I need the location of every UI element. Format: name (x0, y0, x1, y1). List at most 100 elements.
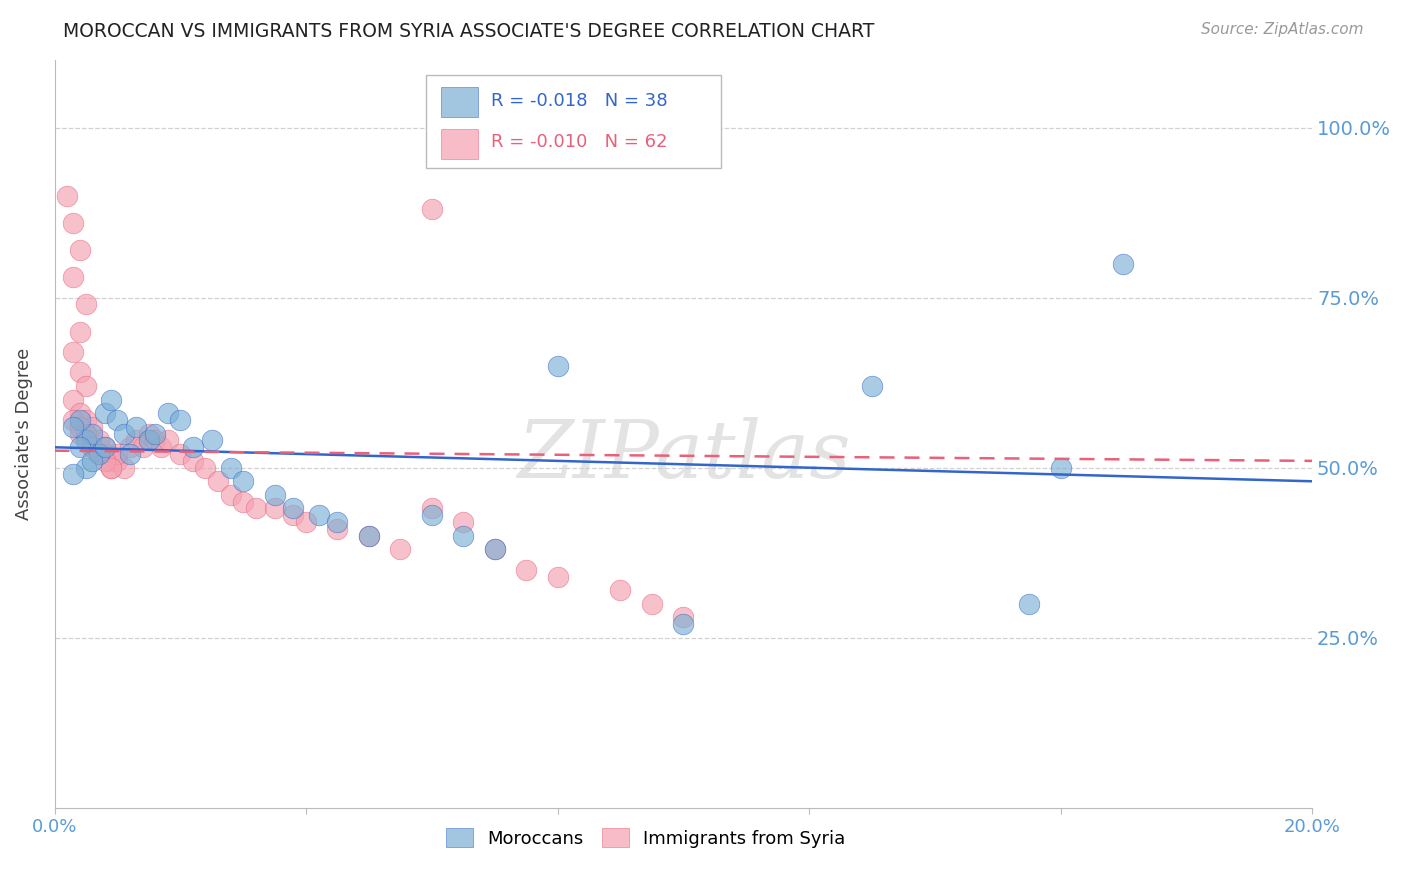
Point (150, 440, 173, 454)
Point (1018, 597, 1040, 611)
Point (156, 434, 179, 448)
Point (69, 406, 91, 420)
Point (62, 345, 84, 359)
Point (283, 501, 305, 516)
Point (100, 392, 122, 407)
Point (82, 420, 104, 434)
Point (1112, 257, 1135, 271)
Point (100, 454, 122, 468)
Point (75, 413, 97, 427)
Point (860, 379, 883, 393)
Point (69, 243, 91, 257)
Point (609, 583, 631, 598)
Point (82, 454, 104, 468)
Point (143, 426, 166, 441)
Point (515, 563, 537, 577)
Point (87, 434, 110, 448)
Point (107, 447, 129, 461)
Legend: Moroccans, Immigrants from Syria: Moroccans, Immigrants from Syria (439, 821, 852, 855)
Point (107, 413, 129, 427)
Point (263, 501, 285, 516)
Point (295, 515, 318, 529)
Point (420, 501, 443, 516)
Point (547, 359, 569, 373)
Point (125, 420, 148, 434)
Point (181, 454, 204, 468)
Point (100, 460, 122, 475)
Point (69, 366, 91, 380)
Point (118, 447, 141, 461)
Point (138, 434, 160, 448)
Text: R = -0.018   N = 38: R = -0.018 N = 38 (491, 92, 668, 110)
Point (131, 440, 153, 454)
Point (232, 494, 254, 508)
Point (118, 440, 141, 454)
Point (87, 447, 110, 461)
Point (308, 508, 330, 523)
Point (112, 426, 135, 441)
Point (82, 434, 104, 448)
Point (283, 508, 305, 523)
Text: ZIPatlas: ZIPatlas (516, 417, 851, 495)
Point (75, 460, 97, 475)
Point (107, 454, 129, 468)
Point (143, 434, 166, 448)
Point (357, 529, 380, 543)
Point (484, 542, 506, 557)
Point (62, 413, 84, 427)
Point (181, 440, 204, 454)
Point (194, 460, 217, 475)
Bar (440, 87, 478, 117)
Point (69, 325, 91, 339)
Point (1049, 460, 1071, 475)
Point (94, 406, 117, 420)
Point (75, 434, 97, 448)
Text: R = -0.010   N = 62: R = -0.010 N = 62 (491, 133, 668, 151)
Point (207, 475, 229, 489)
Point (75, 379, 97, 393)
Point (62, 420, 84, 434)
Point (263, 488, 285, 502)
Point (389, 542, 412, 557)
Point (547, 569, 569, 583)
Point (156, 406, 179, 420)
Point (672, 617, 695, 632)
Point (82, 440, 104, 454)
Point (420, 202, 443, 217)
Point (357, 529, 380, 543)
Point (451, 515, 474, 529)
Point (62, 216, 84, 230)
Point (169, 413, 191, 427)
Point (420, 508, 443, 523)
Point (94, 447, 117, 461)
Point (75, 297, 97, 311)
Point (125, 434, 148, 448)
Bar (440, 128, 478, 159)
Point (219, 460, 242, 475)
Point (641, 597, 664, 611)
Point (451, 529, 474, 543)
Point (94, 440, 117, 454)
Point (69, 413, 91, 427)
FancyBboxPatch shape (426, 75, 721, 168)
Point (75, 426, 97, 441)
Point (69, 420, 91, 434)
Point (484, 542, 506, 557)
Point (82, 440, 104, 454)
Point (672, 610, 695, 624)
Point (326, 515, 349, 529)
Point (94, 440, 117, 454)
Point (62, 467, 84, 482)
Point (75, 426, 97, 441)
Text: MOROCCAN VS IMMIGRANTS FROM SYRIA ASSOCIATE'S DEGREE CORRELATION CHART: MOROCCAN VS IMMIGRANTS FROM SYRIA ASSOCI… (63, 22, 875, 41)
Point (82, 426, 104, 441)
Point (326, 522, 349, 536)
Point (232, 475, 254, 489)
Point (100, 460, 122, 475)
Point (138, 426, 160, 441)
Point (169, 447, 191, 461)
Point (62, 270, 84, 285)
Point (69, 440, 91, 454)
Y-axis label: Associate's Degree: Associate's Degree (15, 348, 32, 520)
Point (87, 447, 110, 461)
